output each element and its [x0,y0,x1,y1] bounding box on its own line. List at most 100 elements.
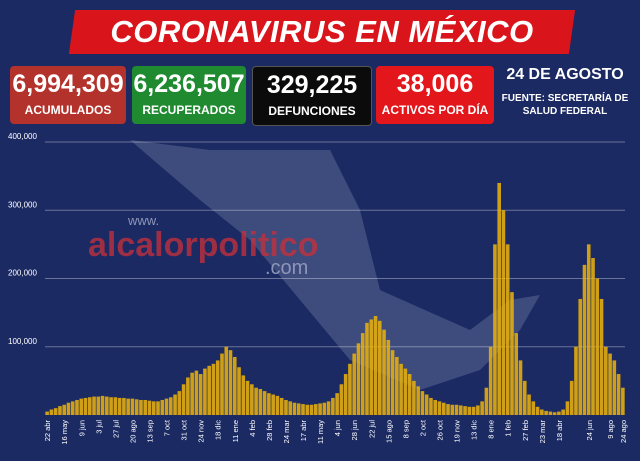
x-tick-label: 27 feb [521,420,530,441]
bar [87,397,92,415]
stat-label: RECUPERADOS [142,103,236,117]
bar [190,372,194,415]
bar [429,397,433,415]
bar [522,380,527,415]
x-tick-label: 1 feb [504,420,513,437]
x-tick-label: 24 mar [282,419,291,443]
bar [173,394,177,415]
bar [488,346,493,415]
bar [151,401,156,415]
x-tick-label: 13 sep [145,420,154,443]
bar [433,399,438,415]
bar [309,404,314,415]
x-tick-label: 3 jul [94,420,103,434]
bar [100,395,105,415]
bar [211,363,216,415]
stat-box: 6,236,507 RECUPERADOS [132,66,246,124]
bar [147,400,152,415]
watermark-prefix: www. [127,213,159,228]
bar [441,402,446,415]
x-tick-label: 13 dic [470,420,479,440]
bar [527,394,531,415]
bar [420,391,425,415]
bar [186,377,190,415]
x-tick-label: 4 jun [333,420,342,436]
y-tick-label: 100,000 [8,337,37,346]
y-tick-label: 200,000 [8,269,37,278]
bar [45,411,49,415]
bar [288,401,293,415]
bar [58,406,62,415]
bar [403,368,408,415]
x-tick-label: 16 may [60,420,69,445]
x-tick-label: 8 sep [401,420,410,438]
bar [220,353,224,415]
bar [224,346,229,415]
bar [279,397,284,415]
bar [335,393,339,415]
title: CORONAVIRUS EN MÉXICO [110,14,534,49]
bar [237,367,241,415]
x-tick-label: 19 nov [453,420,462,443]
bar [343,374,348,415]
bar [454,404,459,415]
bar [194,370,199,415]
bar [493,244,497,415]
bar [369,319,374,415]
bar [49,409,54,415]
stat-label: ACTIVOS POR DÍA [381,103,489,117]
bar [552,412,557,415]
bar [275,395,280,415]
stat-label: ACUMULADOS [24,103,112,117]
bar [143,399,148,415]
stat-value: 329,225 [266,71,358,99]
bar [250,384,254,415]
bar [484,387,489,415]
bar [591,258,595,415]
bar [169,397,173,415]
x-tick-label: 4 feb [248,420,257,437]
bar [360,333,365,415]
x-tick-label: 27 jul [111,420,120,438]
bar [535,406,540,415]
bar [134,399,139,415]
bar [292,402,297,415]
bar [471,406,476,415]
bar [139,399,143,415]
bar [105,396,109,415]
bar [352,353,356,415]
x-tick-label: 20 ago [128,420,137,443]
bar [557,411,561,415]
bar [399,363,403,415]
bar [109,397,113,415]
bar [254,387,258,415]
bar [540,409,544,415]
bar [305,404,310,415]
bar [531,401,536,415]
watermark: alcalorpolitico [88,226,319,264]
y-tick-label: 300,000 [8,200,37,209]
bar [241,375,246,415]
bar [561,409,565,415]
bar [177,391,182,415]
bar [331,397,335,415]
stat-label: DEFUNCIONES [268,104,356,118]
y-tick-label: 400,000 [8,132,37,141]
bar [476,405,480,415]
bar [314,404,318,415]
x-tick-label: 24 jun [585,420,594,440]
x-tick-label: 7 oct [163,419,172,436]
bar [203,368,207,415]
bar [70,401,75,415]
bar [586,244,591,415]
x-tick-label: 24 ago [619,420,628,443]
bar [565,401,570,415]
bar [322,402,327,415]
bar [544,410,548,415]
bar [604,346,608,415]
x-tick-label: 18 dic [214,420,223,440]
bar [267,393,271,415]
bar [83,397,88,415]
bar [262,391,267,415]
